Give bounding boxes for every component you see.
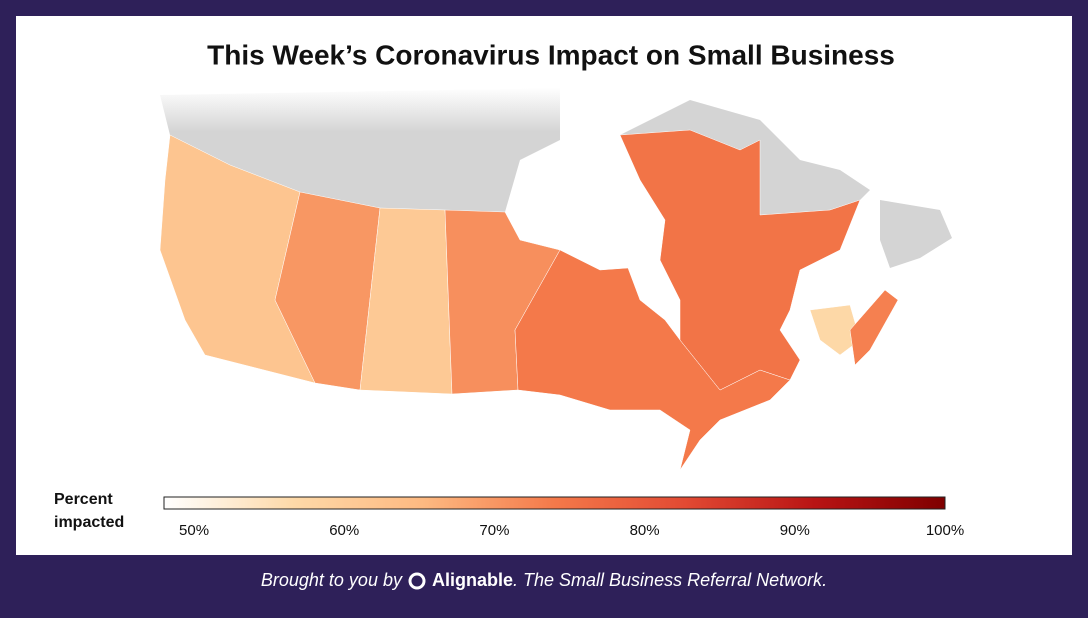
footer: Brought to you by Alignable. The Small B… — [0, 560, 1088, 600]
legend-title: Percent impacted — [54, 491, 125, 531]
colorbar — [163, 496, 946, 510]
colorbar-tick-label: 70% — [479, 522, 509, 539]
region — [849, 289, 899, 366]
footer-suffix: . The Small Business Referral Network. — [513, 570, 828, 590]
newfoundland — [880, 200, 952, 268]
logo-icon — [408, 572, 426, 590]
region — [274, 191, 381, 391]
footer-brand: Alignable — [432, 570, 514, 590]
colorbar-tick-label: 80% — [630, 522, 660, 539]
region — [159, 134, 316, 384]
colorbar-tick-label: 100% — [926, 522, 964, 539]
colorbar-tick-label: 50% — [179, 522, 209, 539]
region — [619, 129, 861, 391]
footer-prefix: Brought to you by — [260, 570, 402, 590]
colorbar-tick-label: 90% — [780, 522, 810, 539]
labrador — [620, 100, 870, 215]
chart-title: This Week’s Coronavirus Impact on Small … — [207, 39, 895, 70]
territories — [160, 88, 560, 212]
region — [809, 304, 861, 356]
region — [514, 249, 791, 471]
colorbar-tick-label: 60% — [329, 522, 359, 539]
